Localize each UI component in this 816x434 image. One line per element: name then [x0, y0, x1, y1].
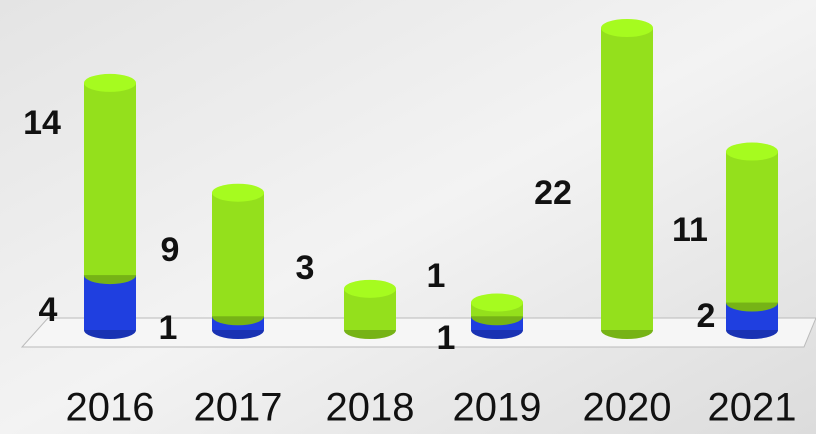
bar-top — [601, 19, 653, 37]
x-tick-label: 2018 — [326, 386, 415, 430]
x-tick-label: 2020 — [583, 386, 672, 430]
bar — [84, 82, 136, 276]
bar-top — [212, 183, 264, 202]
bar-top — [84, 73, 136, 92]
bar-top — [344, 279, 396, 298]
data-label: 9 — [161, 231, 180, 269]
data-label: 3 — [296, 249, 315, 287]
data-label: 2 — [697, 297, 716, 335]
bar-top — [726, 142, 778, 161]
bar — [601, 28, 653, 330]
bar-top — [471, 293, 523, 312]
bar — [84, 275, 136, 330]
data-label: 1 — [159, 309, 178, 347]
x-tick-label: 2021 — [708, 386, 797, 430]
bar — [212, 192, 264, 317]
data-label: 4 — [39, 291, 58, 329]
data-label: 11 — [672, 211, 708, 249]
data-label: 1 — [427, 257, 446, 295]
data-label: 14 — [23, 104, 61, 142]
data-label: 1 — [437, 319, 456, 357]
bar — [726, 151, 778, 303]
x-tick-label: 2016 — [66, 386, 155, 430]
data-label: 22 — [534, 174, 572, 212]
x-tick-label: 2019 — [453, 386, 542, 430]
x-tick-label: 2017 — [194, 386, 283, 430]
